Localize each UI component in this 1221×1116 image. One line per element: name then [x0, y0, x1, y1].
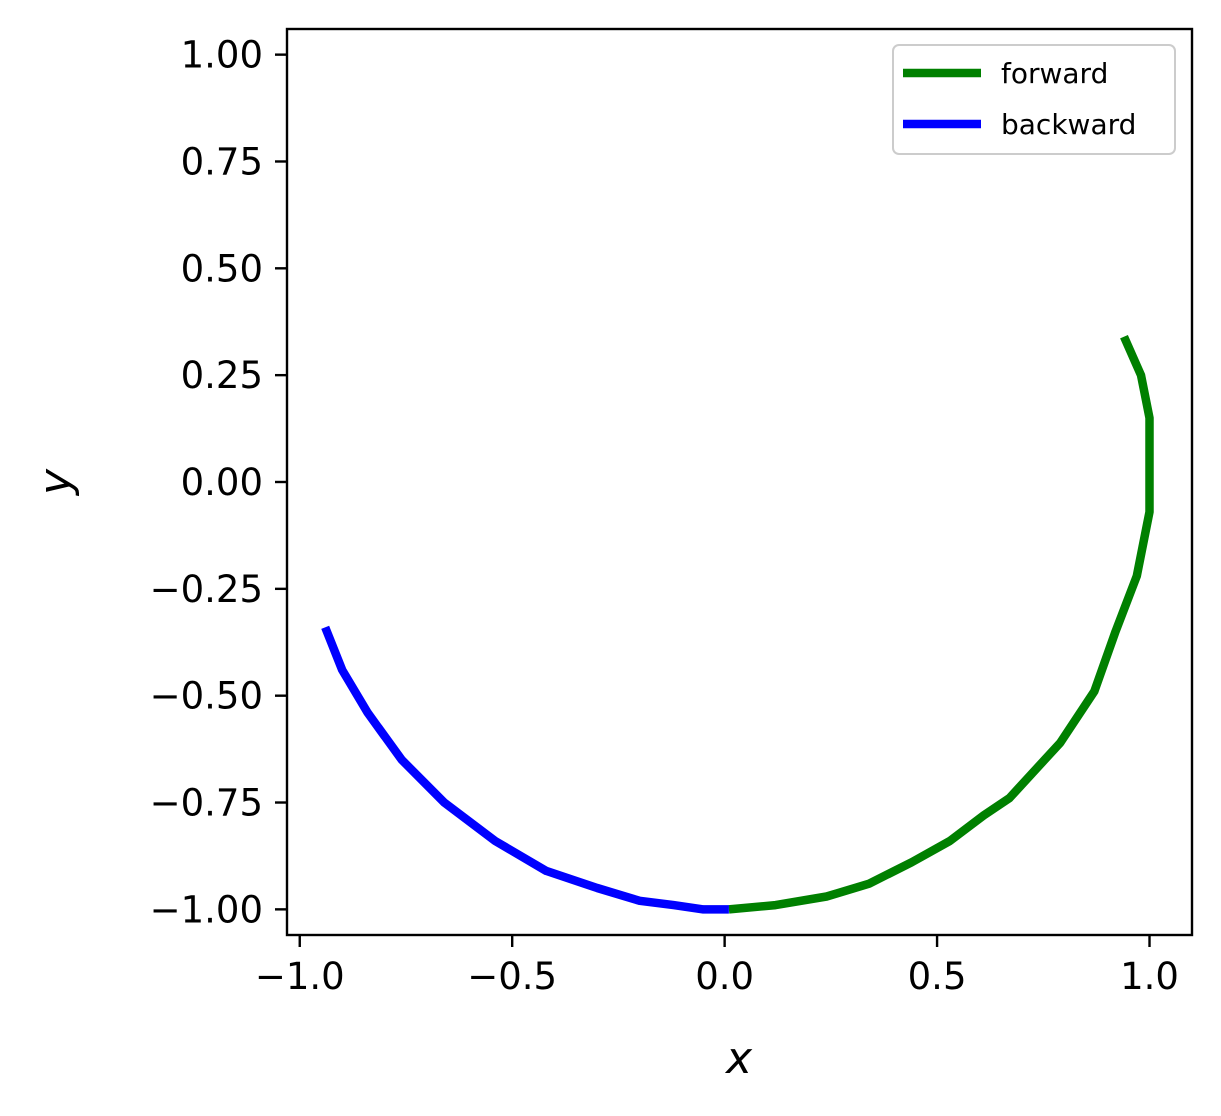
series-line-backward [321, 625, 729, 914]
x-tick-label: 1.0 [1120, 955, 1179, 998]
x-axis-ticks: −1.0 −0.5 0.0 0.5 1.0 [255, 935, 1179, 998]
legend-label-forward: forward [1001, 57, 1108, 90]
y-tick-label: 1.00 [181, 34, 263, 77]
x-tick-label: −0.5 [467, 955, 557, 998]
y-tick-label: 0.50 [181, 247, 263, 290]
series-layer [321, 334, 1154, 914]
y-axis-ticks: 1.00 0.75 0.50 0.25 0.00 −0.25 −0.50 −0.75 −1.00 [150, 34, 287, 931]
legend-label-backward: backward [1001, 108, 1136, 141]
x-tick-label: 0.0 [695, 955, 754, 998]
y-tick-label: 0.25 [181, 354, 263, 397]
series-line-forward [728, 334, 1154, 914]
x-tick-label: −1.0 [255, 955, 345, 998]
legend: forward backward [892, 44, 1176, 155]
y-tick-label: 0.75 [181, 140, 263, 183]
y-axis-label: y [30, 468, 81, 497]
y-tick-label: −1.00 [150, 888, 263, 931]
y-tick-label: −0.75 [150, 782, 263, 825]
x-tick-label: 0.5 [908, 955, 967, 998]
x-axis-label: x [724, 1033, 753, 1084]
y-tick-label: −0.50 [150, 675, 263, 718]
y-tick-label: −0.25 [150, 568, 263, 611]
y-tick-label: 0.00 [181, 461, 263, 504]
